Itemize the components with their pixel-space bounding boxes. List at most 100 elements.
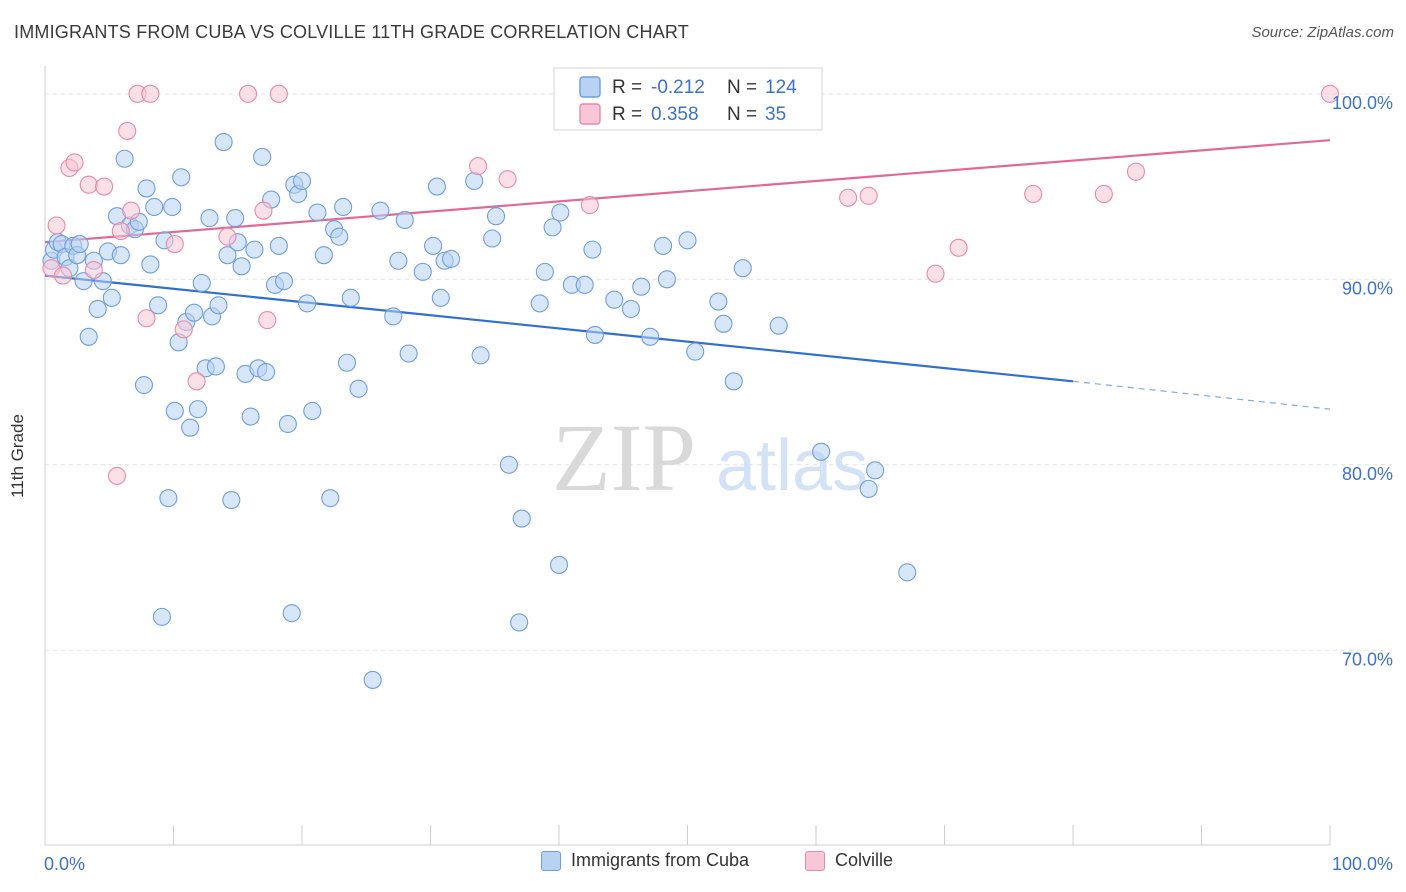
data-point-blue (321, 489, 340, 508)
trendline-pink (44, 139, 1331, 244)
data-point-blue (226, 209, 245, 228)
data-point-pink (122, 201, 141, 220)
data-point-pink (141, 84, 160, 103)
data-point-pink (165, 235, 184, 254)
data-point-blue (188, 400, 207, 419)
data-point-blue (232, 257, 251, 276)
data-point-blue (866, 461, 885, 480)
data-point-pink (111, 222, 130, 241)
data-point-blue (733, 259, 752, 278)
data-point-blue (530, 294, 549, 313)
source-label: Source: ZipAtlas.com (1251, 24, 1394, 41)
data-point-blue (303, 401, 322, 421)
data-point-pink (65, 153, 84, 172)
data-point-pink (107, 466, 127, 485)
watermark-atlas: atlas (716, 426, 868, 506)
data-point-blue (200, 209, 219, 228)
data-point-blue (483, 229, 502, 248)
data-point-blue (314, 246, 333, 265)
data-point-blue (605, 290, 624, 309)
data-point-pink (1024, 184, 1043, 204)
data-point-pink (498, 170, 517, 189)
data-point-pink (84, 260, 103, 280)
data-point-blue (206, 357, 225, 376)
data-point-pink (174, 320, 193, 339)
stats-swatch-blue (579, 76, 601, 98)
data-point-pink (187, 372, 206, 391)
legend-swatch-pink (805, 850, 825, 871)
data-point-pink (949, 238, 968, 257)
data-point-blue (192, 273, 211, 293)
data-point-blue (308, 203, 327, 222)
data-point-blue (253, 147, 272, 166)
data-point-pink (839, 188, 858, 207)
data-point-pink (47, 216, 66, 235)
data-point-pink (53, 266, 73, 285)
stats-text: N = (727, 77, 757, 98)
data-point-blue (510, 613, 529, 632)
data-point-blue (424, 236, 443, 255)
legend-swatch-blue (541, 850, 561, 871)
trendline-dashed-blue (1072, 380, 1331, 410)
legend-item-cuba[interactable]: Immigrants from Cuba (541, 850, 749, 871)
data-point-blue (399, 344, 418, 363)
data-point-blue (222, 490, 241, 510)
data-point-blue (172, 168, 191, 187)
data-point-blue (486, 207, 506, 226)
axes (44, 66, 1331, 846)
x-tick-label: 100.0% (1332, 854, 1393, 874)
chart-title: IMMIGRANTS FROM CUBA VS COLVILLE 11TH GR… (14, 22, 689, 42)
data-point-blue (141, 255, 160, 274)
data-point-blue (583, 240, 602, 259)
stats-text: N = (727, 104, 757, 125)
data-point-pink (79, 175, 98, 194)
data-point-pink (926, 264, 945, 283)
data-point-blue (256, 362, 276, 382)
data-point-pink (118, 121, 137, 140)
data-point-blue (278, 414, 297, 434)
data-point-blue (389, 251, 408, 270)
data-point-pink (218, 227, 237, 246)
data-point-blue (185, 303, 204, 322)
data-point-blue (145, 197, 164, 217)
data-point-blue (812, 442, 831, 461)
data-point-blue (137, 179, 156, 198)
data-point-blue (241, 407, 260, 426)
stats-text: -0.212 (651, 77, 705, 98)
watermark: ZIP atlas (552, 404, 868, 511)
data-point-blue (585, 325, 605, 344)
trendline-blue (44, 274, 1074, 383)
legend-item-colville[interactable]: Colville (805, 850, 893, 871)
data-point-blue (431, 288, 450, 307)
data-point-blue (535, 262, 554, 281)
data-point-blue (363, 670, 382, 689)
data-point-blue (678, 231, 697, 250)
data-point-blue (724, 372, 743, 391)
data-point-blue (245, 240, 264, 259)
data-point-pink (1126, 162, 1146, 181)
data-point-blue (74, 272, 93, 291)
data-point-blue (657, 270, 676, 289)
data-point-blue (292, 171, 312, 191)
x-tick-label: 0.0% (44, 854, 85, 874)
data-point-blue (641, 327, 660, 346)
data-point-blue (269, 236, 288, 255)
data-point-blue (218, 246, 237, 265)
data-point-blue (79, 327, 98, 346)
data-point-blue (159, 489, 178, 508)
data-point-pink (580, 196, 599, 215)
legend-label-cuba: Immigrants from Cuba (571, 850, 750, 870)
trendlines (44, 139, 1331, 410)
data-point-blue (549, 555, 569, 574)
data-point-blue (395, 210, 414, 229)
data-point-blue (465, 171, 484, 191)
data-point-pink (95, 177, 114, 196)
data-point-blue (111, 246, 130, 265)
data-point-blue (282, 604, 301, 623)
data-point-blue (898, 563, 917, 582)
data-point-blue (384, 307, 403, 326)
data-point-blue (543, 218, 562, 237)
y-tick-label: 80.0% (1342, 464, 1393, 484)
data-point-pink (1320, 84, 1340, 103)
